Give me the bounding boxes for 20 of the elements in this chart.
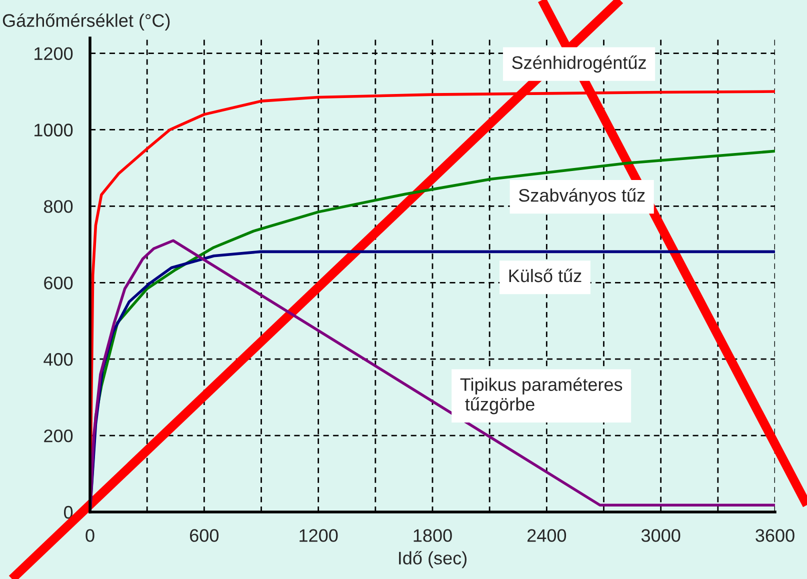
x-axis-title: Idő (sec)	[399, 551, 466, 568]
y-tick-label: 1000	[34, 124, 73, 136]
x-tick-label: 2400	[527, 529, 566, 542]
x-tick-label: 600	[190, 529, 219, 542]
y-tick-label: 200	[44, 429, 73, 442]
y-tick-label: 1200	[34, 47, 73, 60]
y-tick-label: 800	[44, 200, 73, 213]
series-label: Szénhidrogéntűz	[512, 56, 646, 73]
x-tick-label: 1800	[414, 529, 452, 542]
y-tick-label: 0	[64, 506, 73, 519]
series-label: Külső tűz	[509, 268, 582, 282]
x-tick-label: 3000	[641, 529, 680, 542]
y-axis-title: Gázhőmérséklet (°C)	[2, 13, 170, 31]
x-tick-label: 3600	[756, 529, 794, 542]
y-tick-label: 400	[44, 353, 73, 366]
x-tick-label: 0	[86, 529, 94, 542]
series-label: Szabványos tűz	[518, 188, 645, 206]
x-tick-label: 1200	[300, 529, 338, 542]
series-label: Tipikus paraméteres tűzgörbe	[460, 378, 622, 414]
y-tick-label: 600	[44, 276, 73, 290]
